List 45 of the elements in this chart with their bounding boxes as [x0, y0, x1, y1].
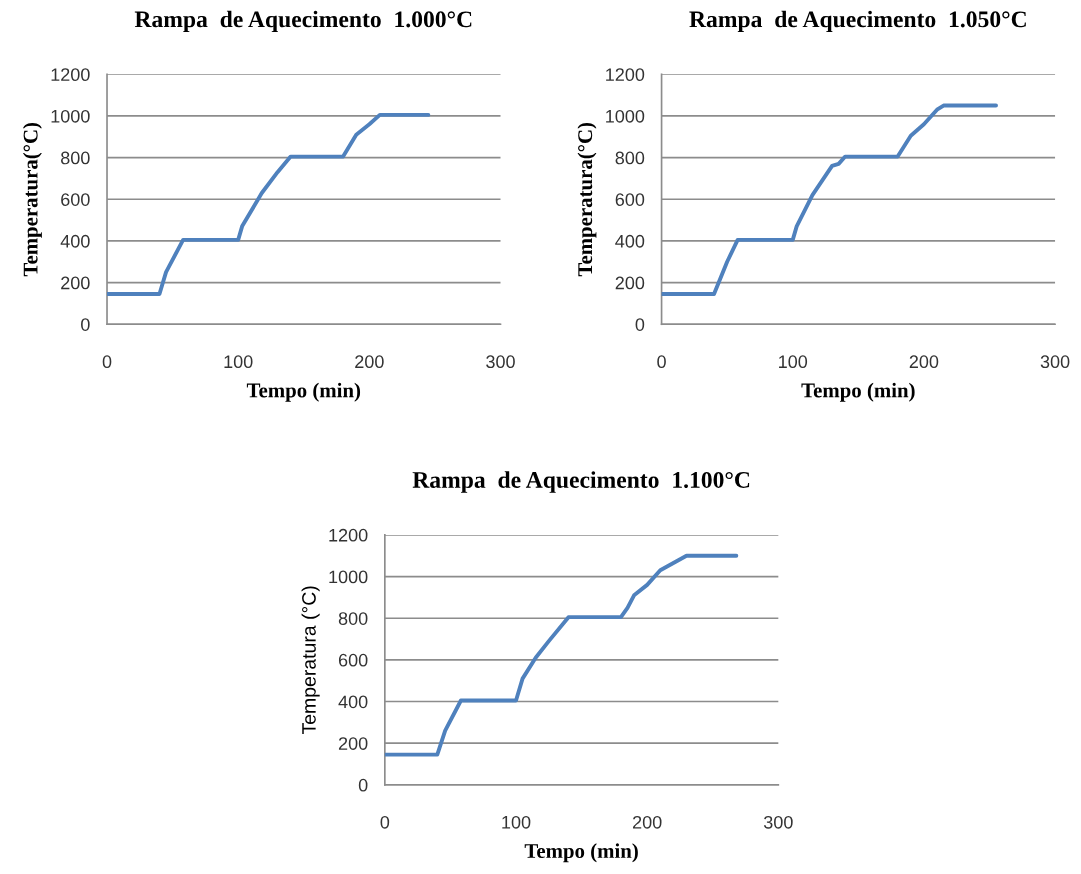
- y-tick-label: 0: [81, 318, 90, 331]
- y-tick-label: 400: [338, 695, 368, 709]
- x-axis-title: Tempo (min): [246, 382, 361, 402]
- chart-title: Rampa de Aquecimento 1.100°C: [412, 471, 750, 493]
- x-tick-label: 0: [102, 355, 112, 369]
- y-tick-label: 800: [61, 151, 90, 165]
- line-series: [107, 112, 431, 296]
- x-tick-label: 0: [657, 355, 666, 369]
- x-tick-label: 200: [909, 355, 939, 369]
- y-tick-label: 400: [615, 234, 645, 248]
- x-tick-label: 200: [633, 815, 662, 829]
- y-tick-label: 200: [338, 737, 368, 750]
- y-tick-label: 800: [338, 612, 368, 625]
- y-tick-label: 200: [61, 276, 90, 290]
- y-tick-label: 200: [615, 276, 645, 290]
- y-tick-label: 800: [615, 151, 645, 165]
- y-tick-label: 0: [358, 778, 368, 792]
- chart-title: Rampa de Aquecimento 1.000°C: [134, 10, 472, 33]
- y-tick-label: 1000: [329, 570, 368, 584]
- y-tick-label: 600: [61, 193, 90, 206]
- line-series: [661, 103, 998, 296]
- x-tick-label: 100: [779, 355, 808, 369]
- x-tick-label: 0: [380, 815, 390, 829]
- x-tick-label: 300: [486, 355, 515, 369]
- y-tick-label: 400: [60, 234, 90, 248]
- line-series: [384, 553, 739, 757]
- y-tick-label: 1200: [51, 68, 90, 82]
- y-tick-label: 0: [635, 318, 645, 331]
- y-tick-label: 1200: [606, 68, 645, 82]
- y-axis-title: Temperatura(°C): [22, 122, 42, 277]
- y-tick-label: 1000: [606, 109, 645, 123]
- y-tick-label: 1000: [51, 109, 90, 123]
- x-axis-title: Tempo (min): [801, 382, 915, 402]
- x-tick-label: 100: [502, 815, 531, 829]
- y-tick-label: 600: [338, 653, 368, 667]
- chart-title: Rampa de Aquecimento 1.050°C: [689, 10, 1026, 33]
- y-axis-title: Temperatura (°C): [301, 586, 320, 735]
- x-tick-label: 200: [355, 355, 384, 369]
- x-tick-label: 300: [763, 815, 793, 829]
- x-axis-title: Tempo (min): [524, 843, 638, 863]
- x-tick-label: 100: [224, 355, 253, 369]
- x-tick-label: 300: [1040, 355, 1070, 369]
- y-tick-label: 1200: [329, 528, 368, 542]
- y-tick-label: 600: [615, 193, 645, 206]
- y-axis-title: Temperatura(°C): [577, 122, 597, 277]
